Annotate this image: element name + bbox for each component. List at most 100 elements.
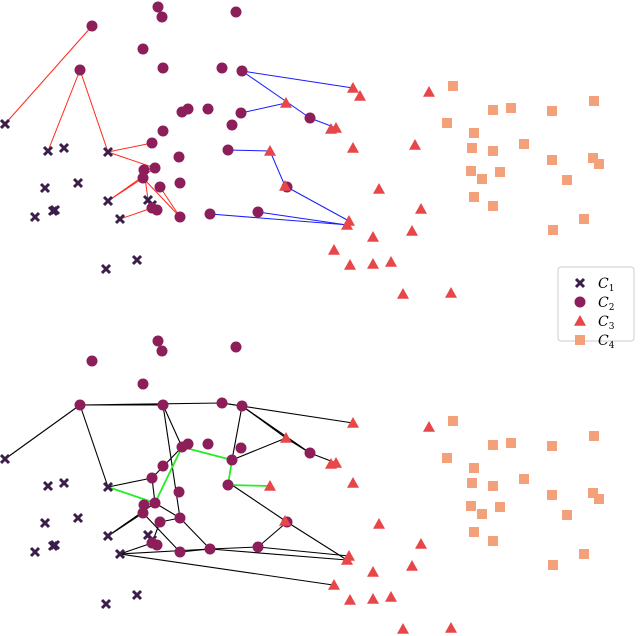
bottom-green-edge-4 [227,484,271,487]
bottom-edge-13 [107,477,153,488]
bottom-point-c2-26 [204,543,216,555]
top-point-c2-18 [173,151,185,163]
top-point-c2-24 [146,202,158,214]
top-blue-edge-7 [209,213,350,226]
bottom-point-c4-6 [589,431,599,441]
bottom-point-c3-1 [280,432,292,443]
bottom-point-c3-15 [445,622,457,633]
bottom-edge-31 [209,548,348,561]
bottom-edge-24 [209,546,259,550]
bottom-point-c1-2-stroke-b [58,477,70,489]
top-point-c1-10-stroke-b [142,194,154,206]
bottom-point-c2-8 [236,400,248,412]
bottom-edge-3 [79,404,109,488]
bottom-point-c4-18 [488,536,498,546]
bottom-point-c1-6-stroke-b [102,530,114,542]
top-point-c3-18 [325,123,337,134]
bottom-edge-26 [257,521,288,548]
bottom-point-c3-4 [423,421,435,432]
top-point-c2-17 [149,162,161,174]
top-point-c4-16 [562,175,572,185]
top-point-c2-25 [174,211,186,223]
bottom-point-c1-6 [102,530,114,542]
bottom-point-c4-13 [547,490,557,500]
top-point-c2-15 [146,137,158,149]
bottom-edge-22 [142,512,181,553]
bottom-point-c2-3 [230,341,242,353]
bottom-point-c1-9 [29,546,41,558]
top-point-c3-8 [415,203,427,214]
bottom-point-c2-24 [146,537,158,549]
top-point-c2-4 [230,6,242,18]
bottom-edge-27 [231,484,288,523]
points-layer [0,1,604,634]
top-point-c1-12-stroke-b [114,213,126,225]
bottom-point-c2-10 [176,441,188,453]
top-point-c4-8 [488,146,498,156]
top-point-c1-8-stroke-b [47,205,59,217]
top-point-c2-11 [202,103,214,115]
bottom-point-c1-5 [72,512,84,524]
top-point-c2-27 [252,206,264,218]
bottom-point-c1-1 [42,480,54,492]
legend-frame [557,266,635,342]
top-point-c2-8 [236,65,248,77]
top-point-c2-13 [226,119,238,131]
top-point-c1-6-stroke-b [102,195,114,207]
bottom-point-c1-14 [100,598,112,610]
bottom-point-c2-16 [157,460,169,472]
legend-marker-c1 [574,277,586,289]
top-point-c4-1 [442,118,452,128]
top-point-c3-5 [409,139,421,150]
bottom-edge-28 [286,521,348,561]
top-point-c1-6 [102,195,114,207]
top-point-c1-1-stroke-b [42,145,54,157]
bottom-point-c4-2 [469,463,479,473]
top-point-c2-0 [86,20,98,32]
bottom-point-c1-9-stroke-b [29,546,41,558]
bottom-point-c2-20 [137,507,149,519]
top-point-c1-4-stroke-b [39,182,51,194]
top-point-c3-0 [347,82,359,93]
top-point-c2-26 [204,208,216,220]
bottom-edge-29 [119,548,211,555]
bottom-point-c3-3 [347,477,359,488]
top-point-c1-3-stroke-b [102,146,114,158]
bottom-edge-32 [162,404,181,519]
bottom-point-c3-18 [264,480,276,491]
bottom-point-c2-13 [226,454,238,466]
top-point-c1-9 [29,211,41,223]
bottom-point-c2-27 [252,541,264,553]
top-point-c4-4 [506,103,516,113]
bottom-point-c4-17 [469,527,479,537]
bottom-point-c1-13 [131,589,143,601]
bottom-edge-8 [231,405,243,461]
bottom-point-c1-1-stroke-b [42,480,54,492]
bottom-point-c4-14 [588,488,598,498]
bottom-point-c2-11 [202,438,214,450]
bottom-point-c1-4 [39,517,51,529]
bottom-point-c2-18 [173,486,185,498]
top-red-edge-8 [142,177,181,218]
bottom-point-c2-4 [137,378,149,390]
bottom-point-c4-10 [466,501,476,511]
top-red-edge-2 [79,69,109,153]
top-point-c3-10 [367,231,379,242]
bottom-point-c3-6 [415,538,427,549]
bottom-point-c1-3-stroke-b [102,481,114,493]
top-point-c4-20 [548,225,558,235]
top-point-c4-9 [519,139,529,149]
top-point-c2-14 [222,144,234,156]
bottom-point-c2-6 [157,399,169,411]
top-point-c2-5 [137,43,149,55]
top-point-c3-19 [343,215,355,226]
top-point-c4-2 [469,128,479,138]
bottom-point-c4-7 [467,478,477,488]
bottom-green-edge-0 [107,486,156,504]
top-point-c1-2-stroke-b [58,142,70,154]
top-point-c3-7 [373,183,385,194]
bottom-point-c1-4-stroke-b [39,517,51,529]
top-point-c2-20 [137,172,149,184]
bottom-point-c4-5 [547,441,557,451]
